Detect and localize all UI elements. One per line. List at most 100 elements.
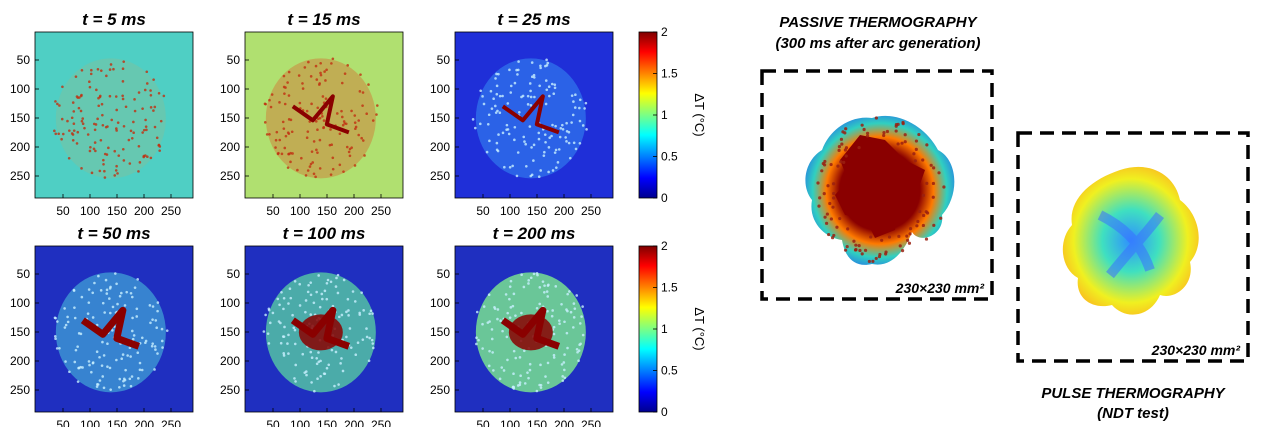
x-tick-label: 50 bbox=[476, 418, 490, 427]
colorbar-tick-label: 1.5 bbox=[661, 281, 678, 295]
y-tick-label: 150 bbox=[430, 111, 450, 125]
y-tick-label: 250 bbox=[430, 169, 450, 183]
x-tick-label: 50 bbox=[266, 418, 280, 427]
y-tick-label: 150 bbox=[220, 325, 240, 339]
x-tick-label: 150 bbox=[317, 204, 337, 218]
x-tick-label: 250 bbox=[371, 204, 391, 218]
panel-frame bbox=[244, 245, 404, 413]
y-tick-label: 100 bbox=[430, 296, 450, 310]
panel-background bbox=[35, 32, 193, 198]
x-tick-label: 250 bbox=[581, 204, 601, 218]
passive-title-line2: (300 ms after arc generation) bbox=[775, 35, 980, 52]
y-tick-label: 250 bbox=[430, 383, 450, 397]
heatmap-panel: t = 50 ms 50 100 150 200 250 50 100 150 200 250 bbox=[10, 224, 194, 427]
heatmap-panel: t = 25 ms 50 100 150 200 250 50 100 150 200 250 bbox=[430, 10, 614, 218]
y-tick-label: 250 bbox=[220, 383, 240, 397]
speckle-pattern bbox=[263, 57, 379, 179]
heatmap-grid: t = 5 ms 50 100 150 200 250 50 100 150 200 250 t = … bbox=[10, 10, 614, 427]
heatmap-panel: t = 200 ms 50 100 150 200 250 50 100 150 200 250 bbox=[430, 224, 614, 427]
panel-frame bbox=[244, 31, 404, 199]
y-tick-label: 200 bbox=[10, 354, 30, 368]
crack-mark bbox=[80, 306, 141, 350]
panel-background bbox=[455, 32, 613, 198]
panel-frame bbox=[34, 245, 194, 413]
x-tick-label: 250 bbox=[161, 418, 181, 427]
passive-dimension-label: 230×230 mm² bbox=[895, 280, 985, 296]
x-tick-label: 100 bbox=[80, 204, 100, 218]
panel-frame bbox=[34, 31, 194, 199]
x-tick-label: 150 bbox=[317, 418, 337, 427]
heated-zone bbox=[55, 272, 166, 393]
crack-mark bbox=[501, 94, 560, 135]
x-tick-label: 150 bbox=[527, 204, 547, 218]
x-tick-label: 100 bbox=[500, 418, 520, 427]
heatmap-panel: t = 15 ms 50 100 150 200 250 50 100 150 200 250 bbox=[220, 10, 404, 218]
panel-title: t = 25 ms bbox=[497, 10, 570, 29]
y-tick-label: 100 bbox=[10, 82, 30, 96]
x-tick-label: 150 bbox=[107, 418, 127, 427]
x-tick-label: 100 bbox=[290, 418, 310, 427]
passive-dot-pattern bbox=[816, 116, 946, 264]
y-tick-label: 50 bbox=[227, 53, 241, 67]
panel-title: t = 50 ms bbox=[77, 224, 150, 243]
panel-frame bbox=[454, 31, 614, 199]
x-tick-label: 100 bbox=[290, 204, 310, 218]
colorbar-tick-label: 1.5 bbox=[661, 67, 678, 81]
panel-title: t = 15 ms bbox=[287, 10, 360, 29]
panel-frame bbox=[454, 245, 614, 413]
pulse-thermography-section: 230×230 mm² PULSE THERMOGRAPHY (NDT test… bbox=[1016, 131, 1250, 422]
passive-title-line1: PASSIVE THERMOGRAPHY bbox=[779, 14, 978, 31]
pulse-title-line1: PULSE THERMOGRAPHY bbox=[1041, 385, 1226, 402]
y-tick-label: 150 bbox=[10, 111, 30, 125]
y-tick-label: 50 bbox=[227, 267, 241, 281]
colorbars: 2 1.5 1 0.5 0 ΔT (°C) 2 1.5 1 0.5 0 ΔT (°C) bbox=[638, 25, 707, 419]
colorbar-tick-label: 0.5 bbox=[661, 150, 678, 164]
heated-zone bbox=[475, 58, 586, 179]
y-tick-label: 50 bbox=[437, 267, 451, 281]
colorbar-tick-label: 2 bbox=[661, 25, 668, 39]
y-tick-label: 250 bbox=[220, 169, 240, 183]
crack-core bbox=[298, 314, 343, 351]
colorbar-tick-label: 2 bbox=[661, 239, 668, 253]
colorbar-label: ΔT (°C) bbox=[692, 307, 707, 350]
y-tick-label: 50 bbox=[17, 53, 31, 67]
x-tick-label: 250 bbox=[371, 418, 391, 427]
heated-zone bbox=[55, 58, 166, 179]
y-tick-label: 200 bbox=[430, 354, 450, 368]
colorbar-tick-label: 0 bbox=[661, 405, 668, 419]
colorbar-tick-label: 0.5 bbox=[661, 364, 678, 378]
panel-title: t = 5 ms bbox=[82, 10, 146, 29]
colorbar-label: ΔT (°C) bbox=[692, 93, 707, 136]
pulse-defect-pattern bbox=[1097, 210, 1164, 279]
crack-mark bbox=[291, 94, 350, 135]
y-tick-label: 100 bbox=[10, 296, 30, 310]
y-tick-label: 200 bbox=[220, 354, 240, 368]
y-tick-label: 100 bbox=[220, 82, 240, 96]
panel-title: t = 200 ms bbox=[493, 224, 576, 243]
x-tick-label: 200 bbox=[134, 418, 154, 427]
x-tick-label: 250 bbox=[581, 418, 601, 427]
passive-dashed-frame bbox=[760, 69, 994, 301]
colorbar: 2 1.5 1 0.5 0 ΔT (°C) bbox=[638, 239, 707, 419]
passive-hot-region bbox=[835, 135, 925, 238]
y-tick-label: 200 bbox=[430, 140, 450, 154]
x-tick-label: 150 bbox=[107, 204, 127, 218]
pulse-title-line2: (NDT test) bbox=[1097, 405, 1169, 422]
x-tick-label: 200 bbox=[344, 204, 364, 218]
panel-title: t = 100 ms bbox=[283, 224, 366, 243]
pulse-dashed-frame bbox=[1016, 131, 1250, 363]
x-tick-label: 200 bbox=[554, 418, 574, 427]
pulse-dimension-label: 230×230 mm² bbox=[1151, 342, 1241, 358]
x-tick-label: 150 bbox=[527, 418, 547, 427]
speckle-pattern bbox=[53, 272, 169, 391]
x-tick-label: 50 bbox=[56, 418, 70, 427]
y-tick-label: 200 bbox=[10, 140, 30, 154]
x-tick-label: 200 bbox=[134, 204, 154, 218]
y-tick-label: 250 bbox=[10, 383, 30, 397]
y-tick-label: 250 bbox=[10, 169, 30, 183]
y-tick-label: 200 bbox=[220, 140, 240, 154]
x-tick-label: 100 bbox=[500, 204, 520, 218]
y-tick-label: 100 bbox=[430, 82, 450, 96]
passive-thermography-section: PASSIVE THERMOGRAPHY (300 ms after arc g… bbox=[760, 14, 994, 301]
